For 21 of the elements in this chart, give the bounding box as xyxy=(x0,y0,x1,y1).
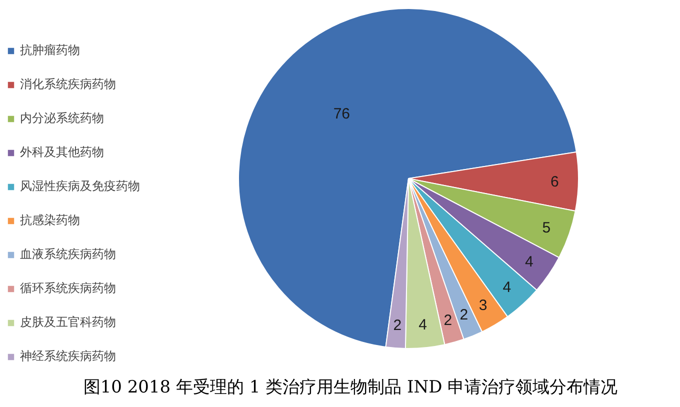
legend-label: 风湿性疾病及免疫药物 xyxy=(20,178,140,194)
data-label: 3 xyxy=(478,296,488,314)
data-label: 6 xyxy=(550,174,559,191)
data-label: 2 xyxy=(460,306,468,324)
data-label: 5 xyxy=(542,219,551,236)
data-label: 76 xyxy=(333,106,350,123)
legend-label: 抗肿瘤药物 xyxy=(20,42,80,58)
legend-label: 外科及其他药物 xyxy=(20,144,104,160)
legend-label: 抗感染药物 xyxy=(20,212,80,228)
data-label: 4 xyxy=(418,316,428,334)
data-label: 2 xyxy=(393,316,402,334)
legend-label: 神经系统疾病药物 xyxy=(20,348,116,364)
legend-label: 皮肤及五官科药物 xyxy=(20,314,116,330)
data-label: 4 xyxy=(502,279,512,296)
legend-label: 血液系统疾病药物 xyxy=(20,246,116,262)
text: 图10 2018 年受理的 1 类治疗用生物制品 IND 申请治疗领域分布情况 xyxy=(83,378,618,398)
legend-label: 内分泌系统药物 xyxy=(20,110,104,126)
legend-label: 循环系统疾病药物 xyxy=(20,280,116,296)
data-label: 4 xyxy=(525,254,534,271)
legend-label: 消化系统疾病药物 xyxy=(20,76,116,92)
data-label: 2 xyxy=(444,312,452,329)
